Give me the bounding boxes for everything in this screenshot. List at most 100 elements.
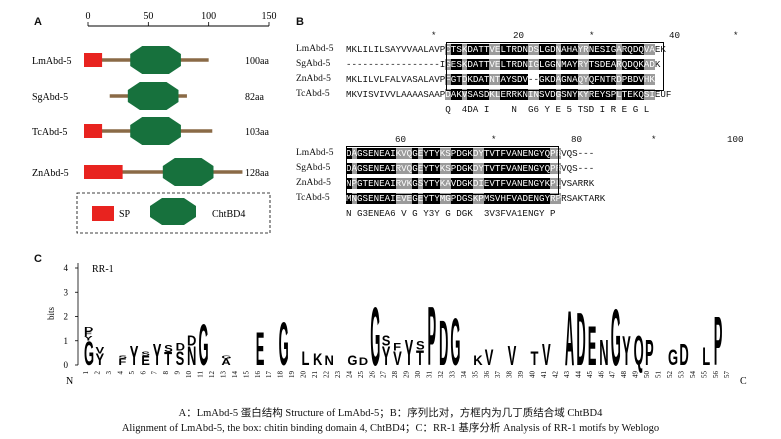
- svg-text:Y: Y: [130, 339, 139, 371]
- logo-letter: V: [95, 346, 104, 355]
- logo-position-label: 51: [655, 371, 663, 379]
- svg-text:T: T: [531, 347, 539, 369]
- protein-row: LmAbd-5 100aa: [32, 46, 269, 74]
- svg-text:G: G: [84, 336, 94, 373]
- svg-text:E: E: [141, 353, 150, 368]
- chtbd4-domain: [130, 117, 181, 145]
- logo-letter: G: [668, 345, 678, 369]
- logo-letter: Y: [153, 338, 162, 372]
- panel-a-letter: A: [34, 16, 42, 28]
- logo-letter: F: [393, 341, 401, 354]
- logo-letter: S: [382, 332, 391, 349]
- svg-text:D: D: [187, 332, 196, 349]
- logo-position-label: 23: [334, 371, 342, 379]
- logo-letter: D: [439, 307, 448, 379]
- logo-position-label: 5: [128, 371, 136, 375]
- y-tick-label: 2: [64, 312, 69, 322]
- logo-letter: Y: [622, 327, 631, 374]
- logo-position-label: 46: [597, 371, 605, 379]
- logo-letter: N: [599, 332, 608, 373]
- svg-text:P: P: [645, 332, 654, 373]
- svg-text:P: P: [714, 302, 723, 380]
- logo-letter: P: [714, 302, 723, 380]
- logo-position-label: 39: [517, 371, 525, 379]
- sequence-name: SgAbd-5: [296, 59, 331, 69]
- svg-text:E: E: [588, 314, 597, 377]
- svg-text:L: L: [302, 347, 310, 369]
- ruler-mark: 20: [513, 30, 525, 41]
- svg-text:N: N: [187, 342, 196, 371]
- ruler-mark: 80: [571, 134, 583, 145]
- logo-position-label: 8: [162, 371, 170, 375]
- svg-text:T: T: [164, 350, 172, 370]
- logo-position-label: 16: [254, 371, 262, 379]
- svg-text:G: G: [450, 307, 460, 381]
- logo-letter: A: [221, 358, 230, 368]
- logo-letter: P: [645, 332, 654, 373]
- ruler-mark: *: [491, 134, 497, 145]
- logo-position-label: 6: [139, 371, 147, 375]
- signal-peptide: [84, 53, 103, 67]
- logo-letter: G: [450, 307, 460, 381]
- logo-position-label: 37: [494, 371, 502, 379]
- logo-position-label: 45: [586, 371, 594, 379]
- logo-letter: S: [416, 339, 425, 352]
- logo-position-label: 12: [208, 371, 216, 379]
- svg-text:F: F: [393, 341, 401, 354]
- svg-text:N: N: [324, 353, 333, 368]
- svg-text:Y: Y: [622, 327, 631, 374]
- logo-position-label: 7: [151, 371, 159, 375]
- svg-text:Y: Y: [405, 332, 414, 373]
- chtbd4-box: [346, 146, 559, 195]
- y-tick-label: 3: [64, 287, 69, 297]
- ruler-mark: *: [589, 30, 595, 41]
- chtbd4-box: [445, 42, 665, 91]
- svg-text:V: V: [95, 346, 104, 355]
- logo-position-label: 55: [700, 371, 708, 379]
- svg-text:F: F: [84, 331, 92, 338]
- logo-letter: E: [141, 353, 150, 368]
- svg-text:D: D: [679, 338, 688, 372]
- svg-text:D: D: [576, 298, 585, 382]
- logo-letter: S: [176, 347, 185, 369]
- panel-b-letter: B: [296, 16, 304, 28]
- svg-text:V: V: [393, 347, 402, 369]
- protein-row: SgAbd-5 82aa: [32, 82, 264, 110]
- ruler-mark: *: [733, 30, 739, 41]
- logo-position-label: 41: [540, 371, 548, 379]
- protein-name: TcAbd-5: [32, 127, 67, 138]
- logo-position-label: 10: [185, 371, 193, 379]
- logo-position-label: 31: [426, 371, 434, 379]
- motif-name: RR-1: [92, 264, 114, 275]
- svg-text:V: V: [485, 345, 494, 369]
- logo-position-label: 9: [174, 371, 182, 375]
- logo-letter: Q: [634, 327, 644, 374]
- svg-text:S: S: [164, 344, 173, 354]
- logo-letter: N: [187, 342, 196, 371]
- svg-text:P: P: [428, 290, 437, 384]
- sequence-name: TcAbd-5: [296, 89, 330, 99]
- logo-letter: Y: [382, 342, 391, 371]
- ruler-mark: 100: [727, 134, 744, 145]
- protein-name: SgAbd-5: [32, 92, 68, 103]
- protein-length: 103aa: [245, 127, 269, 138]
- protein-row: TcAbd-5 103aa: [32, 117, 269, 145]
- logo-letter: P: [428, 290, 437, 384]
- logo-position-label: 24: [345, 371, 353, 379]
- logo-letter: Y: [84, 335, 93, 342]
- sequence-residues: DAGSENEAIKVQGEYTYKSPDGKDYTVTFVANENGYQPRV…: [346, 148, 595, 159]
- logo-letter: D: [679, 338, 688, 372]
- logo-letter: Y: [95, 352, 104, 370]
- svg-text:V: V: [508, 339, 517, 371]
- logo-position-label: 27: [380, 371, 388, 379]
- logo-letter: T: [531, 347, 539, 369]
- sequence-residues: MKVISVIVVLAAAASAAPDAKVSASDKLERRKNINSVDGS…: [346, 89, 672, 100]
- scale-tick-label: 100: [201, 11, 216, 22]
- sequence-name: ZnAbd-5: [296, 74, 331, 84]
- protein-name: ZnAbd-5: [32, 168, 69, 179]
- y-tick-label: 1: [64, 336, 69, 346]
- sequence-residues: NPGTENEAIRVKGSYTYKAVDGKDIEVTFVANENGYKPLV…: [346, 178, 595, 189]
- svg-text:S: S: [141, 351, 150, 358]
- logo-position-label: 42: [551, 371, 559, 379]
- protein-length: 100aa: [245, 56, 269, 67]
